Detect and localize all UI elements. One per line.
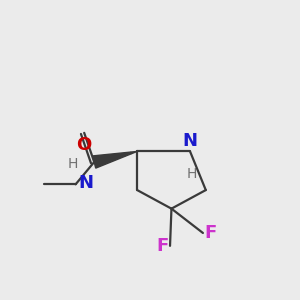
Polygon shape <box>93 152 137 168</box>
Text: F: F <box>156 237 169 255</box>
Text: H: H <box>68 158 78 172</box>
Text: N: N <box>183 132 198 150</box>
Text: N: N <box>79 174 94 192</box>
Text: H: H <box>186 167 197 181</box>
Text: F: F <box>204 224 217 242</box>
Text: O: O <box>76 136 92 154</box>
